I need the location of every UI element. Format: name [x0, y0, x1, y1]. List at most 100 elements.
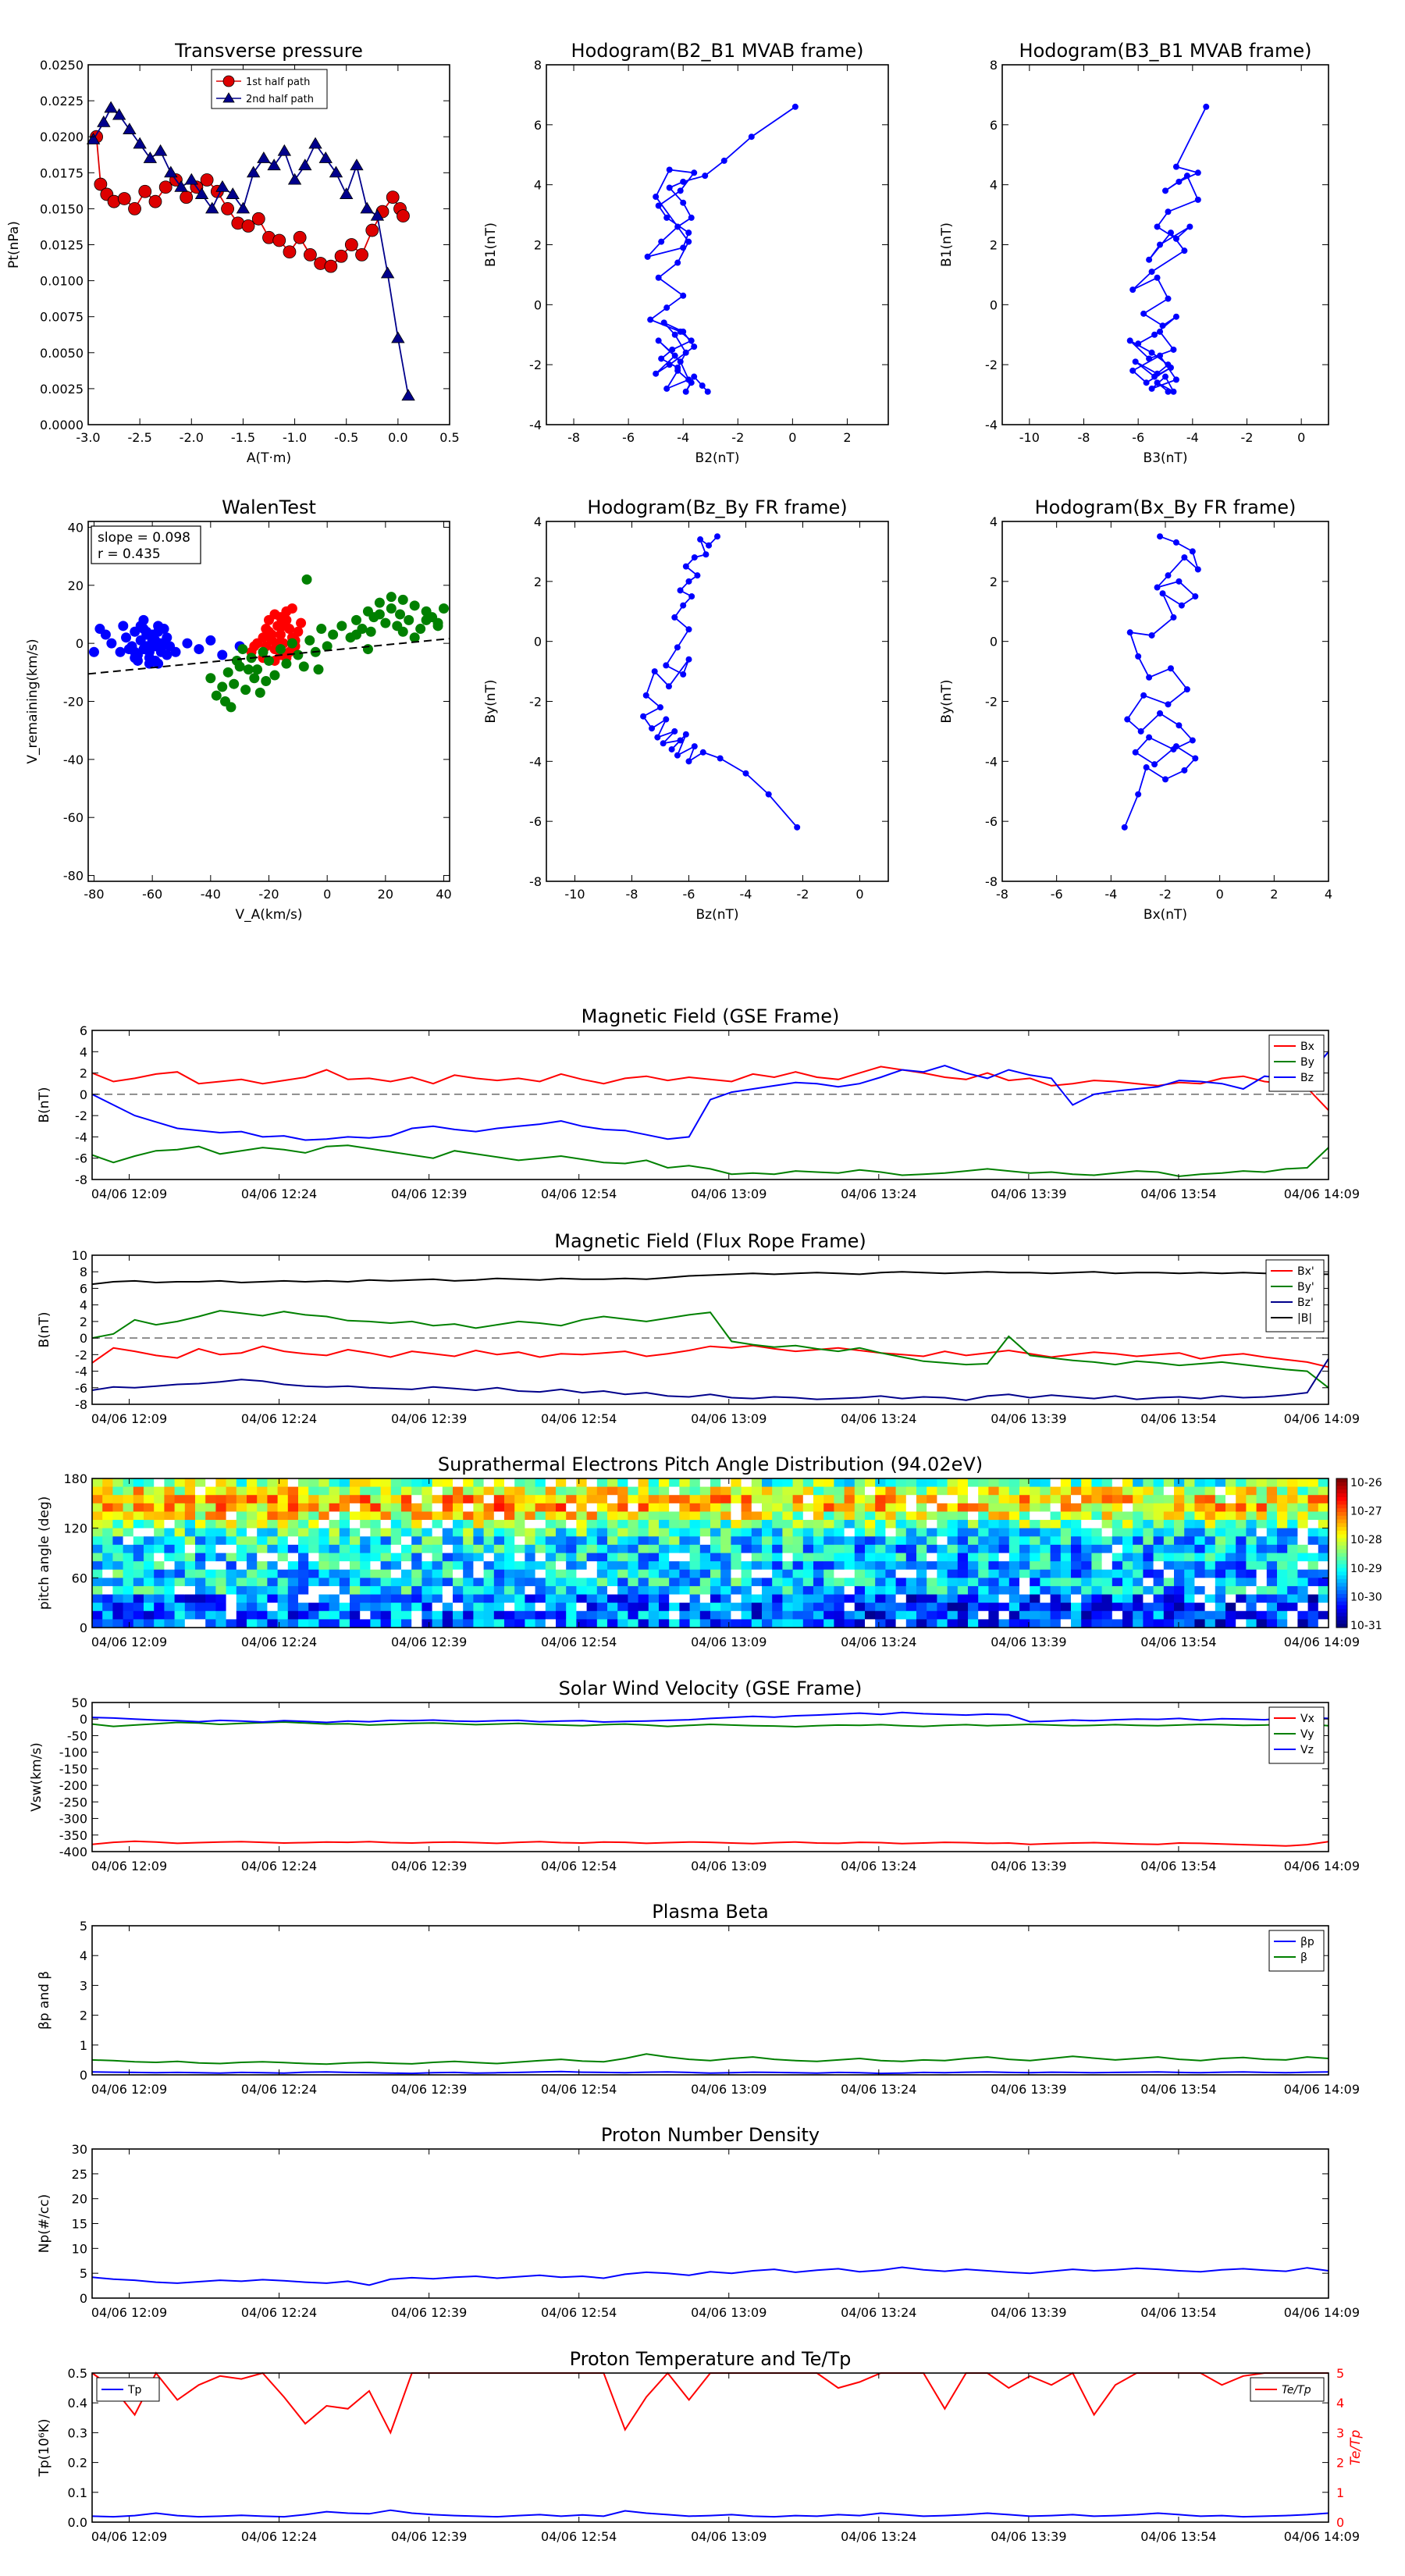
heatmap-cell — [102, 1578, 113, 1587]
heatmap-cell — [1091, 1619, 1102, 1628]
heatmap-cell — [195, 1610, 206, 1620]
heatmap-cell — [102, 1544, 113, 1553]
x-tick-label: 04/06 13:09 — [691, 1635, 767, 1649]
heatmap-cell — [834, 1503, 845, 1512]
heatmap-cell — [834, 1585, 845, 1595]
heatmap-cell — [895, 1486, 907, 1496]
heatmap-cell — [875, 1536, 886, 1546]
series-|B| — [91, 1271, 1329, 1286]
heatmap-cell — [442, 1569, 454, 1578]
heatmap-cell — [638, 1511, 649, 1521]
heatmap-cell — [669, 1553, 680, 1562]
heatmap-cell — [916, 1495, 927, 1504]
heatmap-cell — [174, 1619, 186, 1628]
legend-label: Bx — [1300, 1041, 1314, 1053]
data-point — [415, 624, 426, 635]
heatmap-cell — [247, 1569, 258, 1578]
heatmap-cell — [164, 1486, 175, 1496]
heatmap-cell — [576, 1544, 587, 1553]
heatmap-cell — [525, 1495, 535, 1504]
x-tick-label: 04/06 13:39 — [991, 1635, 1066, 1649]
heatmap-cell — [380, 1619, 392, 1628]
heatmap-cell — [659, 1619, 670, 1628]
heatmap-cell — [741, 1585, 752, 1595]
heatmap-cell — [648, 1544, 660, 1553]
chart-title: Proton Number Density — [601, 2124, 820, 2146]
heatmap-cell — [463, 1578, 474, 1587]
heatmap-cell — [596, 1528, 608, 1537]
heatmap-cell — [226, 1561, 237, 1571]
heatmap-cell — [865, 1536, 876, 1546]
heatmap-cell — [762, 1536, 773, 1546]
heatmap-cell — [988, 1486, 999, 1496]
heatmap-cell — [905, 1520, 917, 1529]
heatmap-cell — [535, 1478, 546, 1488]
heatmap-cell — [596, 1495, 608, 1504]
heatmap-cell — [1143, 1520, 1154, 1529]
heatmap-cell — [1225, 1503, 1236, 1512]
heatmap-cell — [339, 1503, 350, 1512]
heatmap-cell — [998, 1610, 1010, 1620]
heatmap-cell — [957, 1610, 969, 1620]
heatmap-cell — [174, 1585, 186, 1595]
heatmap-cell — [596, 1603, 608, 1612]
data-point — [653, 370, 660, 377]
heatmap-cell — [545, 1619, 557, 1628]
heatmap-cell — [885, 1561, 896, 1571]
heatmap-cell — [102, 1569, 113, 1578]
heatmap-cell — [92, 1594, 103, 1603]
heatmap-cell — [133, 1619, 144, 1628]
heatmap-cell — [1174, 1585, 1185, 1595]
heatmap-cell — [318, 1553, 329, 1562]
y-tick-label: -2 — [529, 358, 542, 372]
heatmap-cell — [1030, 1603, 1040, 1612]
heatmap-cell — [844, 1553, 855, 1562]
heatmap-cell — [184, 1578, 196, 1587]
colorbar-segment — [1336, 1571, 1347, 1576]
heatmap-cell — [1256, 1578, 1268, 1587]
heatmap-cell — [741, 1569, 752, 1578]
data-point — [1170, 388, 1177, 395]
heatmap-cell — [339, 1478, 350, 1488]
heatmap-cell — [1236, 1585, 1247, 1595]
heatmap-cell — [205, 1585, 216, 1595]
heatmap-cell — [1297, 1544, 1308, 1553]
heatmap-cell — [566, 1619, 577, 1628]
colorbar-segment — [1336, 1534, 1347, 1539]
heatmap-cell — [1101, 1503, 1113, 1512]
heatmap-cell — [442, 1486, 454, 1496]
y-tick-label: 0.0000 — [40, 418, 84, 432]
heatmap-cell — [905, 1585, 917, 1595]
heatmap-cell — [463, 1610, 474, 1620]
heatmap-cell — [782, 1553, 793, 1562]
heatmap-cell — [1143, 1528, 1154, 1537]
heatmap-cell — [215, 1528, 226, 1537]
heatmap-cell — [164, 1478, 175, 1488]
heatmap-cell — [195, 1536, 206, 1546]
heatmap-cell — [885, 1619, 896, 1628]
y-right-axis-label: Te/Tp — [1348, 2429, 1364, 2465]
heatmap-cell — [844, 1520, 855, 1529]
heatmap-cell — [215, 1486, 226, 1496]
heatmap-cell — [1184, 1569, 1195, 1578]
heatmap-cell — [720, 1536, 731, 1546]
data-point — [261, 675, 272, 686]
heatmap-cell — [905, 1478, 917, 1488]
heatmap-cell — [1236, 1528, 1247, 1537]
heatmap-cell — [92, 1520, 103, 1529]
y-tick-label: 0.2 — [68, 2456, 87, 2471]
heatmap-cell — [164, 1585, 175, 1595]
heatmap-cell — [525, 1561, 535, 1571]
heatmap-cell — [1287, 1603, 1298, 1612]
heatmap-cell — [937, 1603, 948, 1612]
heatmap-cell — [1071, 1603, 1082, 1612]
heatmap-cell — [298, 1544, 309, 1553]
heatmap-cell — [483, 1536, 495, 1546]
heatmap-cell — [556, 1578, 567, 1587]
data-point — [1181, 247, 1188, 254]
data-point — [296, 617, 307, 628]
heatmap-cell — [1215, 1610, 1226, 1620]
heatmap-cell — [1194, 1520, 1205, 1529]
x-tick-label: 04/06 13:54 — [1140, 1187, 1216, 1201]
